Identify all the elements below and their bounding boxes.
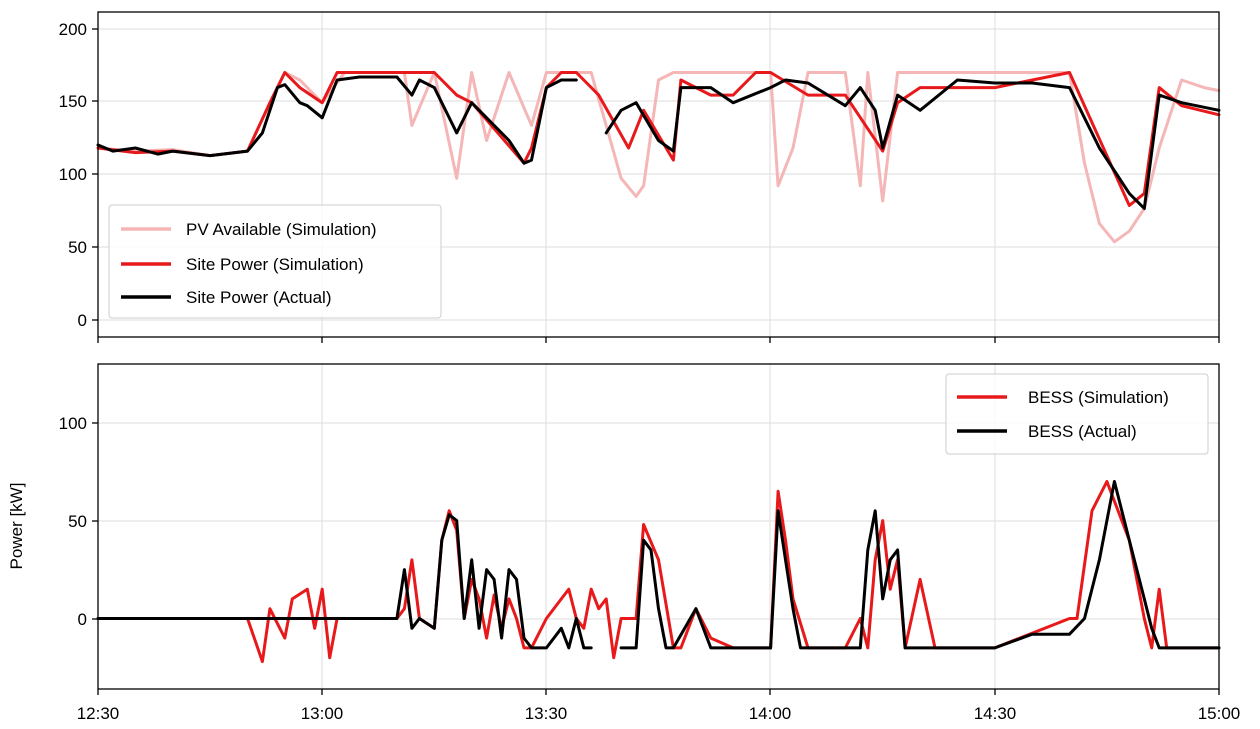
- legend-label-bess-sim: BESS (Simulation): [1028, 388, 1169, 407]
- bottom-grid: [98, 364, 1219, 689]
- bottom-ticks: [92, 422, 1220, 695]
- y-axis-label: Power [kW]: [7, 483, 26, 570]
- bottom-series-group: [96, 480, 1221, 664]
- top-ticks: [92, 28, 1220, 343]
- top-ytick-labels: 0 50 100 150 200: [59, 20, 87, 330]
- bottom-ytick-label: 0: [78, 610, 87, 629]
- xtick-label: 12:30: [77, 704, 120, 723]
- top-ytick-label: 100: [59, 165, 87, 184]
- top-legend-box: [108, 204, 442, 319]
- series-line-bess-actual: [96, 480, 1221, 650]
- legend-label-pv-available: PV Available (Simulation): [186, 220, 377, 239]
- xtick-label: 14:00: [749, 704, 792, 723]
- series-line-site-power-actual: [96, 75, 1221, 210]
- bottom-ytick-label: 100: [59, 414, 87, 433]
- bottom-panel: 0 50 100 12:30 13:00 13:30 14:00 14:30 1…: [7, 363, 1241, 723]
- x-tick-labels: 12:30 13:00 13:30 14:00 14:30 15:00: [77, 704, 1241, 723]
- top-ytick-label: 200: [59, 20, 87, 39]
- legend-label-site-power-sim: Site Power (Simulation): [186, 255, 364, 274]
- series-line-bess-simulation: [96, 480, 1221, 664]
- top-series-group: [96, 71, 1221, 244]
- bottom-ytick-labels: 0 50 100: [59, 414, 87, 629]
- bottom-ytick-label: 50: [68, 512, 87, 531]
- xtick-label: 15:00: [1198, 704, 1241, 723]
- bottom-frame: [97, 363, 1220, 690]
- top-legend: PV Available (Simulation) Site Power (Si…: [108, 204, 442, 319]
- series-line-site-power-simulation: [96, 71, 1221, 207]
- top-grid: [98, 12, 1219, 337]
- xtick-label: 14:30: [974, 704, 1017, 723]
- legend-label-bess-actual: BESS (Actual): [1028, 422, 1137, 441]
- top-panel: 0 50 100 150 200 PV Available (Simulatio…: [59, 11, 1221, 343]
- top-ytick-label: 150: [59, 92, 87, 111]
- xtick-label: 13:30: [525, 704, 568, 723]
- xtick-label: 13:00: [301, 704, 344, 723]
- bottom-legend-box: [945, 373, 1209, 455]
- legend-label-site-power-actual: Site Power (Actual): [186, 288, 332, 307]
- bottom-legend: BESS (Simulation) BESS (Actual): [945, 373, 1209, 455]
- top-ytick-label: 50: [68, 238, 87, 257]
- top-ytick-label: 0: [78, 311, 87, 330]
